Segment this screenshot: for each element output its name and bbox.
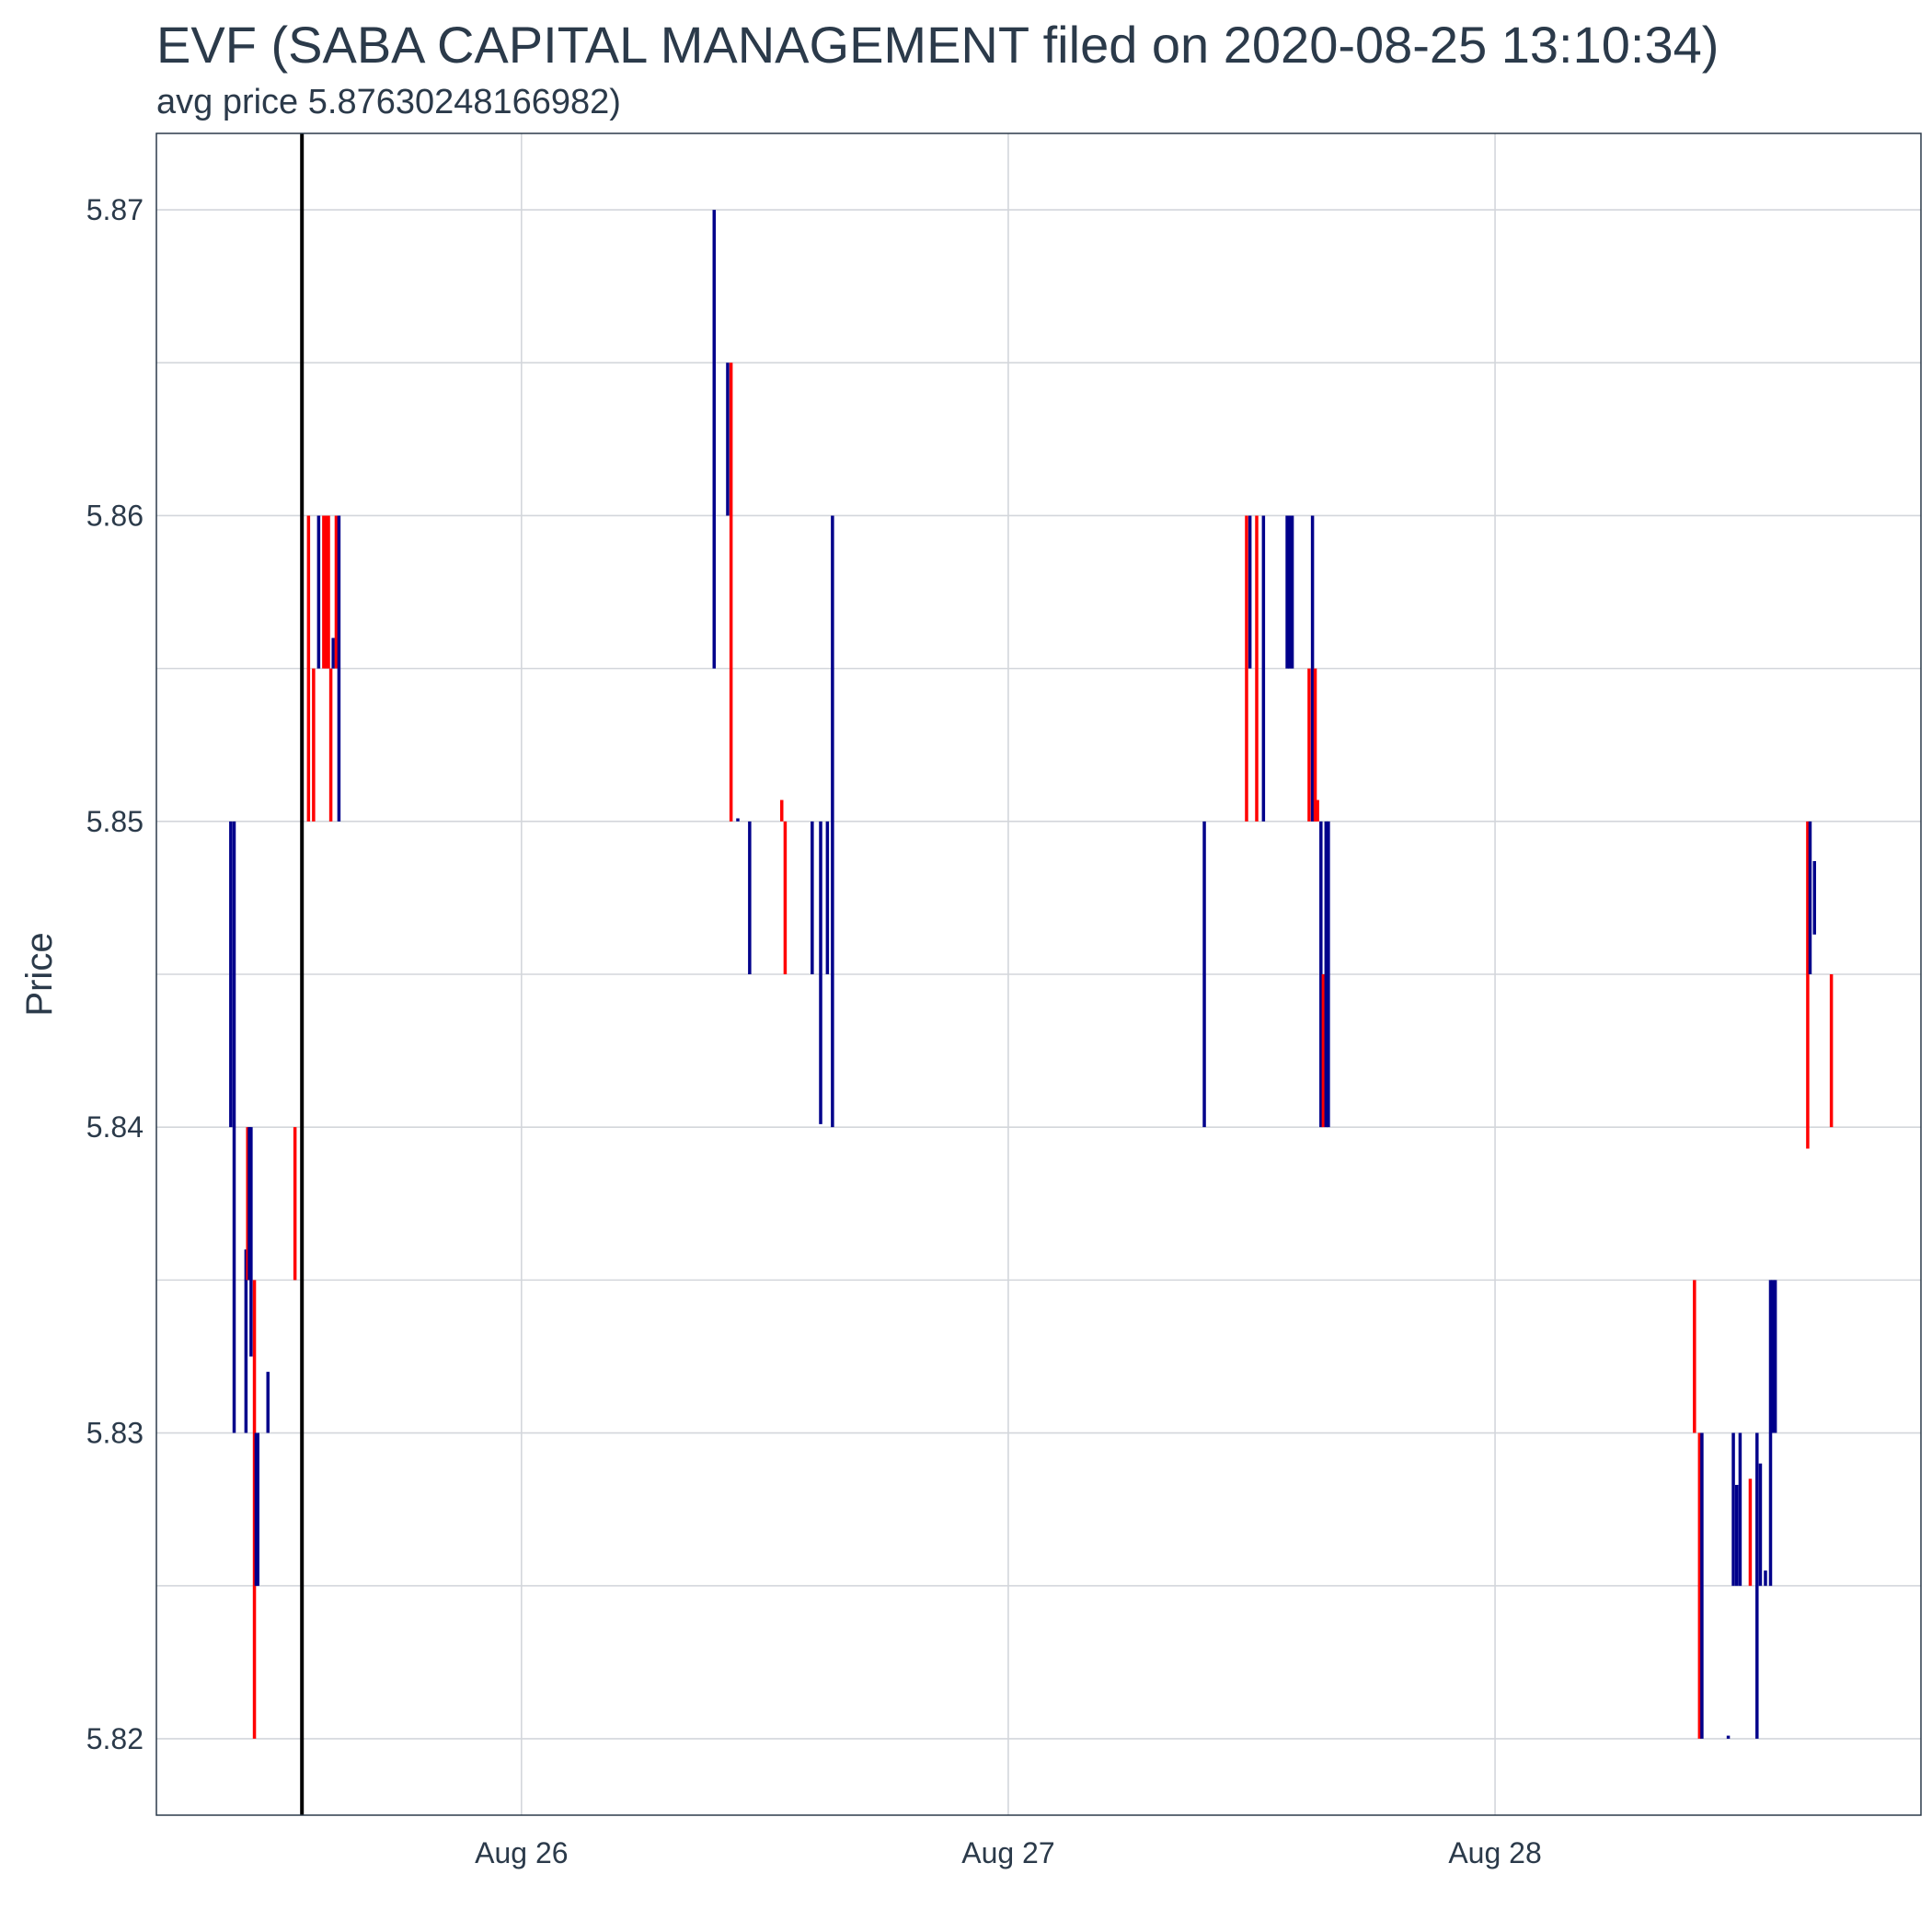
chart-subtitle: avg price 5.87630248166982) (156, 83, 621, 121)
y-tick-label: 5.86 (86, 499, 144, 532)
y-tick-label: 5.87 (86, 193, 144, 226)
y-axis-title: Price (19, 932, 60, 1016)
price-bars (229, 210, 1834, 1739)
y-tick-label: 5.84 (86, 1110, 144, 1144)
chart-title: EVF (SABA CAPITAL MANAGEMENT filed on 20… (156, 16, 1719, 74)
x-tick-label: Aug 28 (1448, 1836, 1541, 1869)
x-axis-ticks: Aug 26 Aug 27 Aug 28 (475, 1836, 1542, 1869)
grid-lines (156, 133, 1921, 1815)
y-tick-label: 5.82 (86, 1722, 144, 1755)
x-tick-label: Aug 27 (961, 1836, 1054, 1869)
y-tick-label: 5.83 (86, 1417, 144, 1450)
panel-border (155, 132, 1922, 1816)
x-tick-label: Aug 26 (475, 1836, 568, 1869)
y-axis-ticks: 5.82 5.83 5.84 5.85 5.86 5.87 (86, 193, 144, 1755)
y-tick-label: 5.85 (86, 805, 144, 838)
